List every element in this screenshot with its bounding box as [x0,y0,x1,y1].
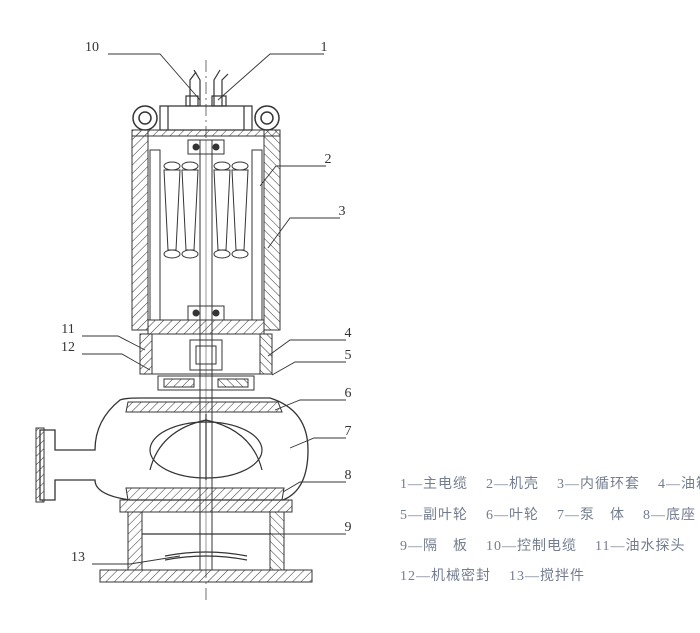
callout-6: 6 [336,386,360,402]
callout-8: 8 [336,468,360,484]
legend-item-10: 10—控制电缆 [486,532,577,563]
legend-item-3: 3—内循环套 [557,470,640,501]
legend-item-6: 6—叶轮 [486,501,539,532]
callout-3: 3 [330,204,354,220]
legend-item-2: 2—机壳 [486,470,539,501]
callout-4: 4 [336,326,360,342]
callout-12: 12 [56,340,80,356]
legend-row: 12—机械密封 13—搅拌件 [400,562,700,593]
legend-item-11: 11—油水探头 [595,532,685,563]
callout-1: 1 [312,40,336,56]
callout-9: 9 [336,520,360,536]
legend-item-7: 7—泵 体 [557,501,625,532]
callout-5: 5 [336,348,360,364]
parts-legend: 1—主电缆2—机壳3—内循环套4—油箱5—副叶轮6—叶轮7—泵 体8—底座9—隔… [400,470,700,593]
legend-item-13: 13—搅拌件 [509,562,585,593]
legend-row: 9—隔 板 10—控制电缆 11—油水探头 [400,532,700,563]
legend-item-8: 8—底座 [643,501,696,532]
callout-10: 10 [80,40,104,56]
legend-item-1: 1—主电缆 [400,470,468,501]
legend-item-5: 5—副叶轮 [400,501,468,532]
legend-item-12: 12—机械密封 [400,562,491,593]
callout-13: 13 [66,550,90,566]
legend-row: 1—主电缆 2—机壳 3—内循环套 4—油箱 [400,470,700,501]
legend-item-4: 4—油箱 [658,470,700,501]
legend-row: 5—副叶轮 6—叶轮 7—泵 体 8—底座 [400,501,700,532]
callout-11: 11 [56,322,80,338]
legend-item-9: 9—隔 板 [400,532,468,563]
callout-2: 2 [316,152,340,168]
callout-7: 7 [336,424,360,440]
